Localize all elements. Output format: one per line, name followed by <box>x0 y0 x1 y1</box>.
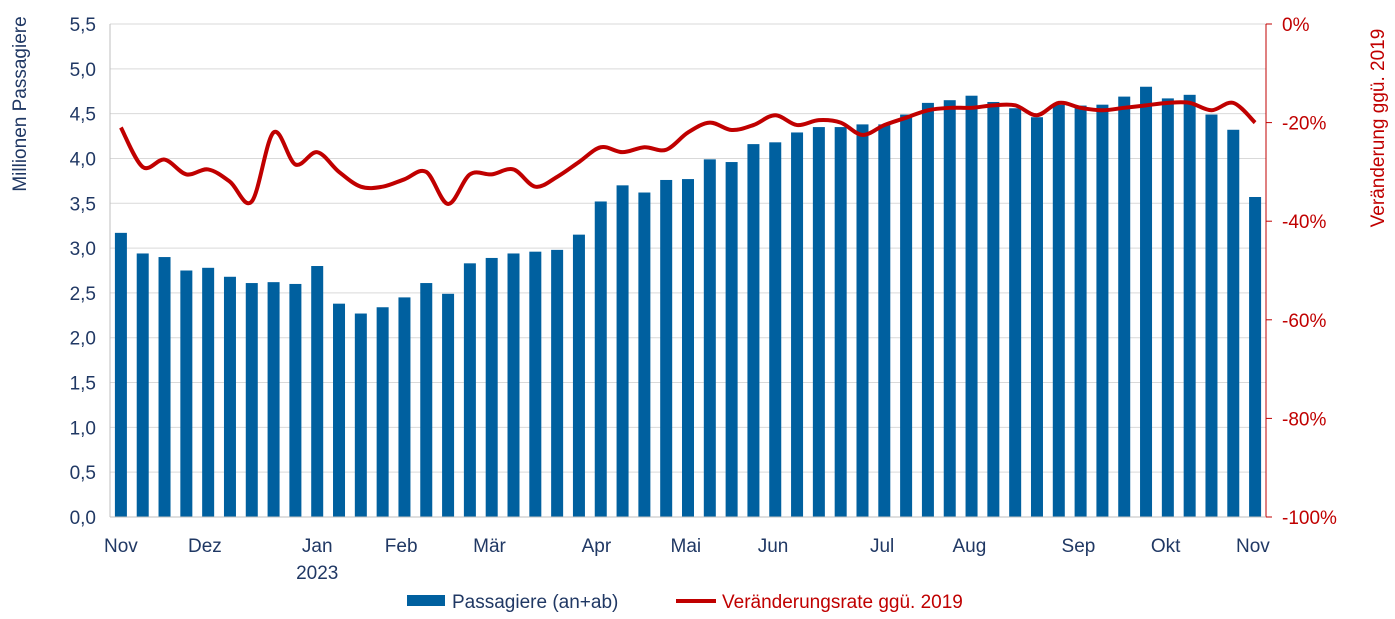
bar <box>551 249 564 517</box>
line-series-change-rate <box>119 100 1257 206</box>
x-tick-label: Mär <box>473 536 506 557</box>
x-tick-label: Jan <box>302 536 333 557</box>
bar <box>725 162 738 518</box>
bar <box>703 159 716 518</box>
bar <box>158 257 171 517</box>
x-tick-label: Dez <box>188 536 222 557</box>
y-tick-label: 0,5 <box>70 463 96 484</box>
x-tick-label: Jun <box>758 536 789 557</box>
bar <box>812 127 825 517</box>
bar <box>965 95 978 517</box>
bar <box>333 303 346 517</box>
x-tick-label: Jul <box>870 536 894 557</box>
bar <box>900 114 913 518</box>
bar <box>114 232 127 517</box>
bar <box>572 234 585 518</box>
y-tick-label: 5,5 <box>70 15 96 36</box>
bar <box>1030 117 1043 518</box>
bar <box>398 297 411 517</box>
bar <box>638 192 651 517</box>
bar <box>420 283 433 517</box>
legend-label-bars: Passagiere (an+ab) <box>452 592 618 613</box>
y2-tick-label: -100% <box>1282 508 1337 529</box>
bar <box>1052 104 1065 517</box>
y-tick-label: 3,5 <box>70 194 96 215</box>
x-tick-sublabel: 2023 <box>296 563 338 584</box>
x-tick-label: Feb <box>385 536 418 557</box>
bar <box>1183 94 1196 517</box>
y-tick-label: 2,0 <box>70 329 96 350</box>
bar <box>1096 104 1109 517</box>
axes <box>109 24 1267 518</box>
y-tick-label: 4,5 <box>70 105 96 126</box>
bar <box>1227 129 1240 517</box>
bar <box>747 144 760 517</box>
legend: Passagiere (an+ab) Veränderungsrate ggü.… <box>407 592 963 613</box>
x-tick-label: Sep <box>1062 536 1096 557</box>
bar <box>878 124 891 517</box>
bar <box>682 179 694 517</box>
x-tick-label: Aug <box>952 536 986 557</box>
bar <box>987 101 1000 517</box>
bar <box>1161 98 1174 517</box>
bar <box>943 100 956 517</box>
x-tick-label: Mai <box>671 536 702 557</box>
bar <box>442 293 455 517</box>
y-tick-label: 1,5 <box>70 374 96 395</box>
bar <box>180 270 193 517</box>
y-axis-right-ticks: -100% -80% -60% -40% -20% 0% <box>1266 15 1337 529</box>
bar <box>856 124 869 517</box>
bar <box>463 263 476 517</box>
y-tick-label: 1,0 <box>70 418 96 439</box>
y-axis-left-label: Millionen Passagiere <box>10 16 31 191</box>
y-axis-left-ticks: 0,0 0,5 1,0 1,5 2,0 2,5 3,0 3,5 4,0 4,5 5,0 5,5 <box>70 15 96 529</box>
x-tick-label: Nov <box>1236 536 1270 557</box>
bar <box>1205 114 1218 518</box>
bar <box>921 102 934 517</box>
bar <box>769 142 782 517</box>
bar-series <box>114 86 1262 518</box>
bar <box>311 266 324 517</box>
x-axis-ticks: Nov Dez Jan 2023 Feb Mär Apr Mai Jun Jul Aug Sep Okt… <box>104 536 1270 584</box>
bar <box>485 257 498 517</box>
bar <box>376 307 389 517</box>
legend-swatch-bars <box>407 595 445 606</box>
bar <box>529 251 542 517</box>
y-tick-label: 4,0 <box>70 149 96 170</box>
x-tick-label: Nov <box>104 536 138 557</box>
y2-tick-label: 0% <box>1282 15 1310 36</box>
bar <box>616 185 629 517</box>
y-tick-label: 3,0 <box>70 239 96 260</box>
bar <box>791 132 804 517</box>
bar <box>1140 86 1153 517</box>
y2-tick-label: -80% <box>1282 409 1326 430</box>
y-tick-label: 2,5 <box>70 284 96 305</box>
legend-label-line: Veränderungsrate ggü. 2019 <box>722 592 963 613</box>
bar <box>202 267 215 517</box>
y-tick-label: 0,0 <box>70 508 96 529</box>
bar <box>1249 196 1262 518</box>
x-tick-label: Apr <box>582 536 612 557</box>
bar <box>507 253 520 517</box>
bar <box>1118 96 1131 517</box>
x-tick-label: Okt <box>1151 536 1181 557</box>
bar <box>1009 108 1022 517</box>
bar <box>594 201 607 518</box>
y-tick-label: 5,0 <box>70 60 96 81</box>
bar <box>223 276 236 517</box>
bar <box>289 283 302 517</box>
bar <box>1074 105 1087 517</box>
y2-tick-label: -40% <box>1282 212 1326 233</box>
bar <box>136 253 149 517</box>
bar <box>245 283 258 517</box>
bar <box>267 282 280 517</box>
bar <box>354 313 367 517</box>
bar <box>834 127 847 517</box>
bar <box>660 179 673 517</box>
y2-tick-label: -20% <box>1282 114 1326 135</box>
y-axis-right-label: Veränderung ggü. 2019 <box>1368 29 1389 228</box>
y2-tick-label: -60% <box>1282 311 1326 332</box>
